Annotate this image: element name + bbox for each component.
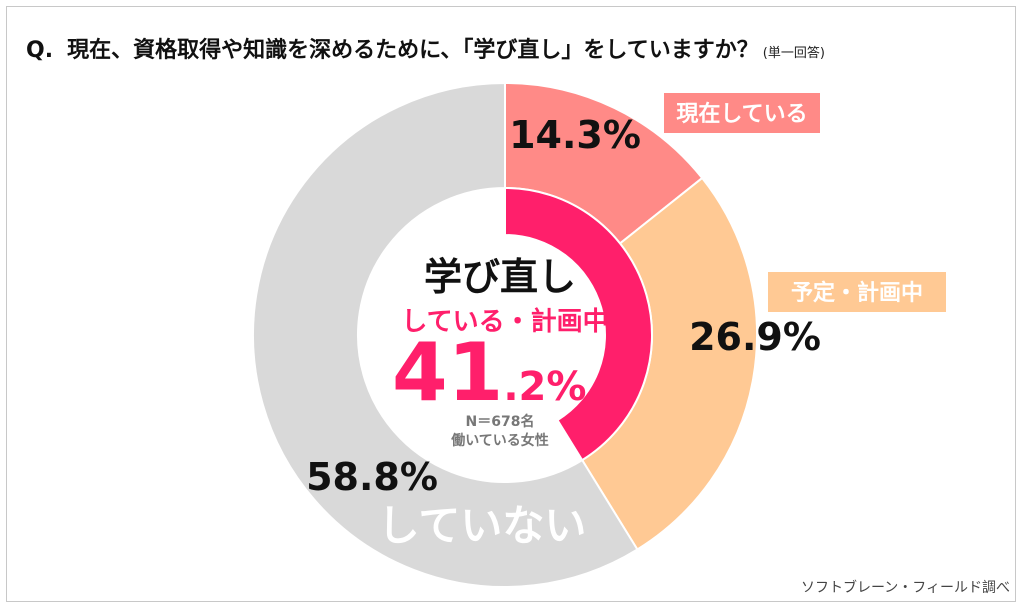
data-label-1: 14.3%	[509, 113, 641, 157]
center-total-value: 41.2%	[392, 326, 586, 419]
category-label-bg-1	[664, 93, 820, 133]
sample-description: 働いている女性	[450, 432, 549, 449]
center-subtitle: している・計画中	[401, 306, 608, 337]
donut-center-hole	[405, 235, 605, 435]
center-total-integer: 41	[392, 326, 503, 419]
data-label-3: 58.8%	[306, 455, 438, 499]
category-label-3: していない	[378, 501, 587, 550]
question-text: 現在、資格取得や知識を深めるために、「学び直し」をしていますか？	[67, 38, 759, 63]
center-title: 学び直し	[424, 255, 576, 299]
category-label-bg-2	[768, 272, 946, 312]
question-prefix: Q.	[26, 38, 54, 63]
category-label-1: 現在している	[676, 101, 807, 127]
chart-title: Q. 現在、資格取得や知識を深めるために、「学び直し」をしていますか？ (単一回答)	[26, 32, 1006, 64]
sample-size: N＝678名	[466, 413, 535, 430]
source-credit: ソフトブレーン・フィールド調べ	[800, 580, 1010, 596]
answer-type-note: (単一回答)	[762, 46, 825, 61]
data-label-2: 26.9%	[689, 315, 821, 359]
pie-slice-3	[252, 81, 639, 588]
center-total-decimal: .2%	[503, 364, 586, 410]
category-label-2: 予定・計画中	[791, 280, 923, 306]
